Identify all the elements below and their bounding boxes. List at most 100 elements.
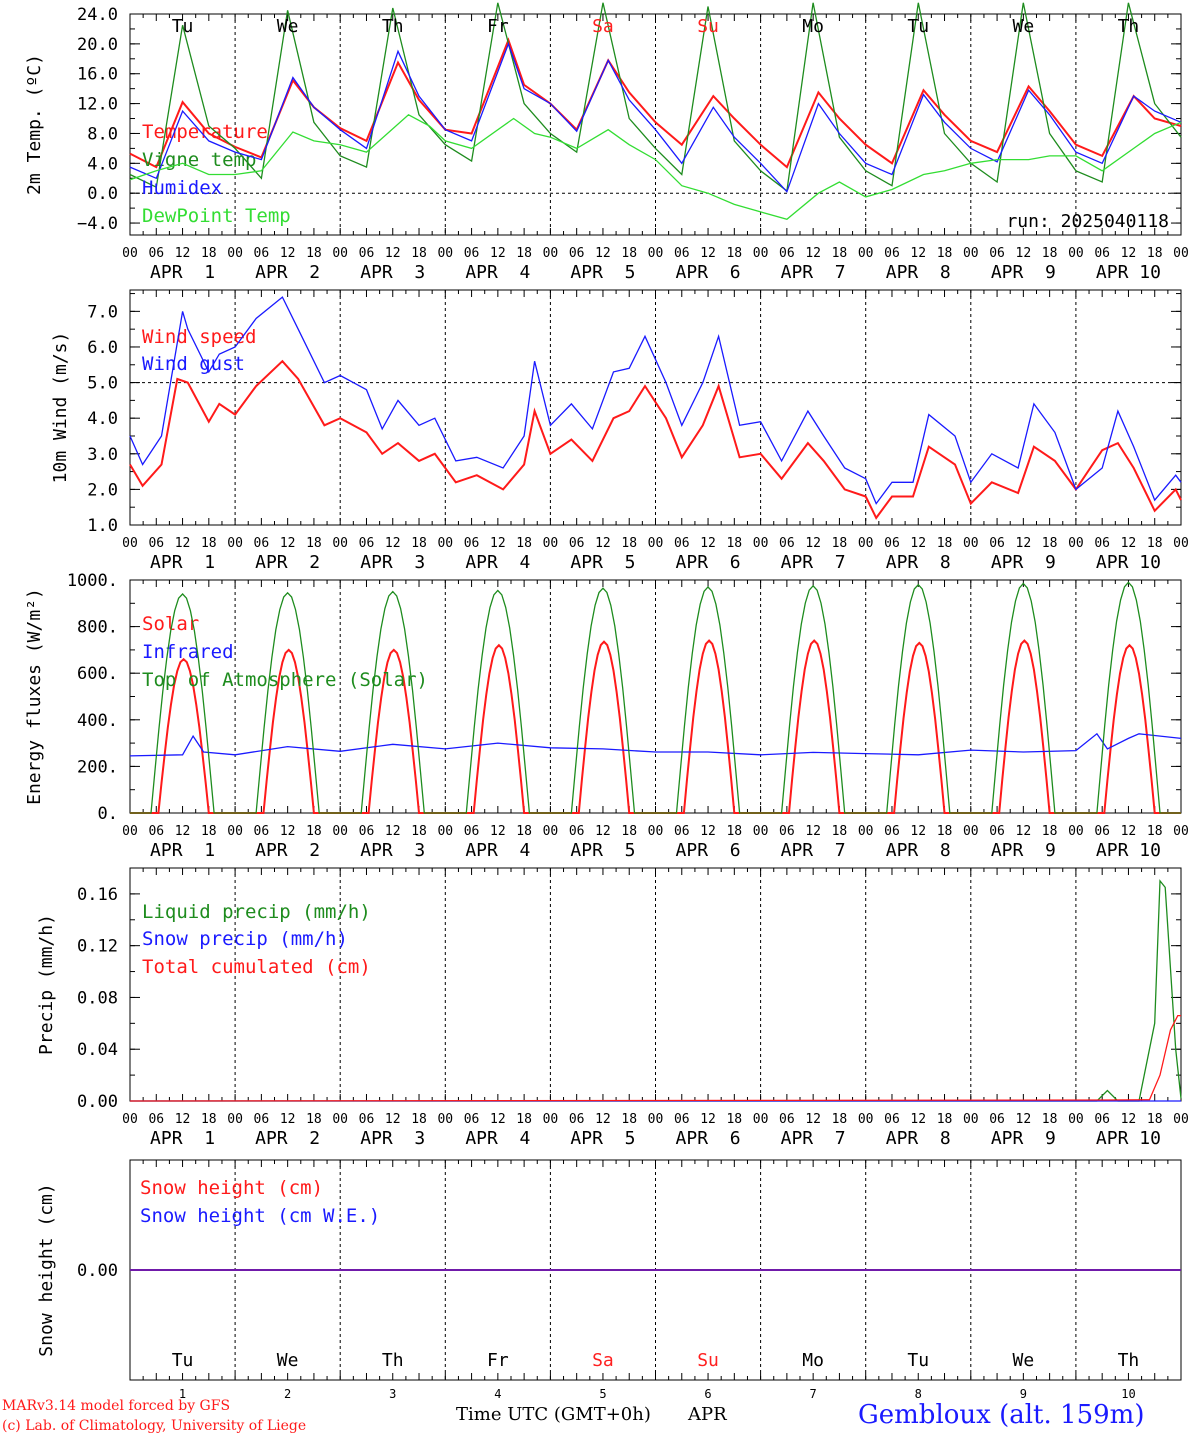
day-name-label: Th (1118, 1350, 1140, 1371)
x-hour-label: 00 (437, 824, 453, 839)
x-hour-label: 12 (700, 824, 716, 839)
legend-entry: Snow height (cm W.E.) (140, 1205, 380, 1227)
day-name-label: Sa (592, 16, 614, 37)
series-line-liquid-precip-mm-h- (130, 879, 1182, 1102)
x-hour-label: 06 (1094, 246, 1110, 261)
legend-entry: DewPoint Temp (142, 205, 291, 227)
day-name-label: Mo (802, 1350, 824, 1371)
x-hour-label: 18 (937, 1112, 953, 1127)
y-axis-label: Energy fluxes (W/m²) (24, 588, 45, 805)
day-number-label: 4 (494, 1387, 501, 1401)
x-hour-label: 18 (832, 536, 848, 551)
day-name-label: We (277, 16, 299, 37)
x-hour-label: 18 (201, 536, 217, 551)
x-hour-label: 12 (595, 1112, 611, 1127)
day-number-label: 1 (179, 1387, 186, 1401)
series-line-dewpoint-temp (129, 114, 1182, 221)
x-date-label: APR 3 (360, 1128, 425, 1149)
x-hour-label: 00 (122, 246, 138, 261)
x-hour-label: 06 (779, 1112, 795, 1127)
x-hour-label: 06 (989, 246, 1005, 261)
x-hour-label: 00 (1173, 824, 1189, 839)
day-number-label: 9 (1020, 1387, 1027, 1401)
x-date-label: APR 4 (465, 552, 530, 573)
x-date-label: APR 2 (255, 1128, 320, 1149)
y-tick-label: 0. (98, 804, 118, 824)
x-hour-label: 06 (254, 246, 270, 261)
x-hour-label: 00 (648, 536, 664, 551)
day-number-label: 8 (915, 1387, 922, 1401)
x-hour-label: 06 (359, 1112, 375, 1127)
day-name-label: Fr (487, 16, 509, 37)
day-name-label: Su (697, 1350, 719, 1371)
x-hour-label: 18 (726, 536, 742, 551)
x-date-label: APR 1 (150, 262, 215, 283)
x-hour-label: 18 (516, 824, 532, 839)
x-date-label: APR 9 (991, 1128, 1056, 1149)
x-hour-label: 00 (437, 536, 453, 551)
day-name-label: Fr (487, 1350, 509, 1371)
x-hour-label: 06 (254, 536, 270, 551)
y-tick-label: 24.0 (77, 5, 118, 25)
x-hour-label: 12 (385, 536, 401, 551)
legend-entry: Snow height (cm) (140, 1177, 323, 1199)
x-hour-label: 12 (385, 1112, 401, 1127)
x-hour-label: 18 (201, 824, 217, 839)
x-hour-label: 00 (753, 824, 769, 839)
x-hour-label: 18 (621, 536, 637, 551)
x-hour-label: 00 (332, 536, 348, 551)
x-date-label: APR 7 (781, 262, 846, 283)
x-date-label: APR 1 (150, 840, 215, 861)
x-hour-label: 00 (122, 824, 138, 839)
x-date-label: APR 3 (360, 552, 425, 573)
x-date-label: APR 8 (886, 262, 951, 283)
day-name-label: Tu (172, 1350, 194, 1371)
x-hour-label: 18 (1147, 1112, 1163, 1127)
x-date-label: APR 1 (150, 552, 215, 573)
x-hour-label: 18 (1147, 246, 1163, 261)
y-tick-label: 4.0 (87, 154, 118, 174)
x-hour-label: 18 (832, 1112, 848, 1127)
x-hour-label: 12 (910, 824, 926, 839)
x-date-label: APR 6 (676, 552, 741, 573)
x-hour-label: 18 (621, 1112, 637, 1127)
y-tick-label: 1.0 (87, 516, 118, 536)
y-tick-label: 12.0 (77, 95, 118, 115)
x-hour-label: 00 (227, 1112, 243, 1127)
x-hour-label: 12 (1121, 246, 1137, 261)
y-tick-label: 4.0 (87, 409, 118, 429)
y-tick-label: 6.0 (87, 338, 118, 358)
x-date-label: APR 2 (255, 840, 320, 861)
x-hour-label: 12 (595, 824, 611, 839)
x-date-label: APR 10 (1096, 840, 1161, 861)
x-hour-label: 18 (411, 246, 427, 261)
x-hour-label: 18 (516, 246, 532, 261)
y-tick-label: 0.00 (77, 1092, 118, 1112)
x-hour-label: 00 (543, 824, 559, 839)
x-hour-label: 18 (1147, 536, 1163, 551)
x-hour-label: 06 (779, 824, 795, 839)
day-name-label: Th (1118, 16, 1140, 37)
y-tick-label: 0.08 (77, 988, 118, 1008)
x-hour-label: 12 (1121, 824, 1137, 839)
x-hour-label: 18 (726, 1112, 742, 1127)
x-hour-label: 00 (648, 246, 664, 261)
series-line-wind-gust (129, 296, 1182, 505)
y-axis-label: Snow height (cm) (36, 1183, 57, 1356)
x-date-label: APR 4 (465, 1128, 530, 1149)
x-hour-label: 12 (910, 1112, 926, 1127)
x-hour-label: 12 (910, 246, 926, 261)
x-hour-label: 00 (1068, 536, 1084, 551)
x-hour-label: 18 (1147, 824, 1163, 839)
series-line-total-cumulated-cm- (129, 1014, 1181, 1102)
y-tick-label: 7.0 (87, 302, 118, 322)
y-tick-label: 8.0 (87, 124, 118, 144)
legend-entry: Wind speed (142, 326, 256, 348)
x-hour-label: 06 (359, 246, 375, 261)
x-hour-label: 06 (674, 1112, 690, 1127)
x-hour-label: 06 (674, 536, 690, 551)
x-hour-label: 12 (280, 824, 296, 839)
x-hour-label: 12 (280, 246, 296, 261)
x-hour-label: 00 (1068, 1112, 1084, 1127)
